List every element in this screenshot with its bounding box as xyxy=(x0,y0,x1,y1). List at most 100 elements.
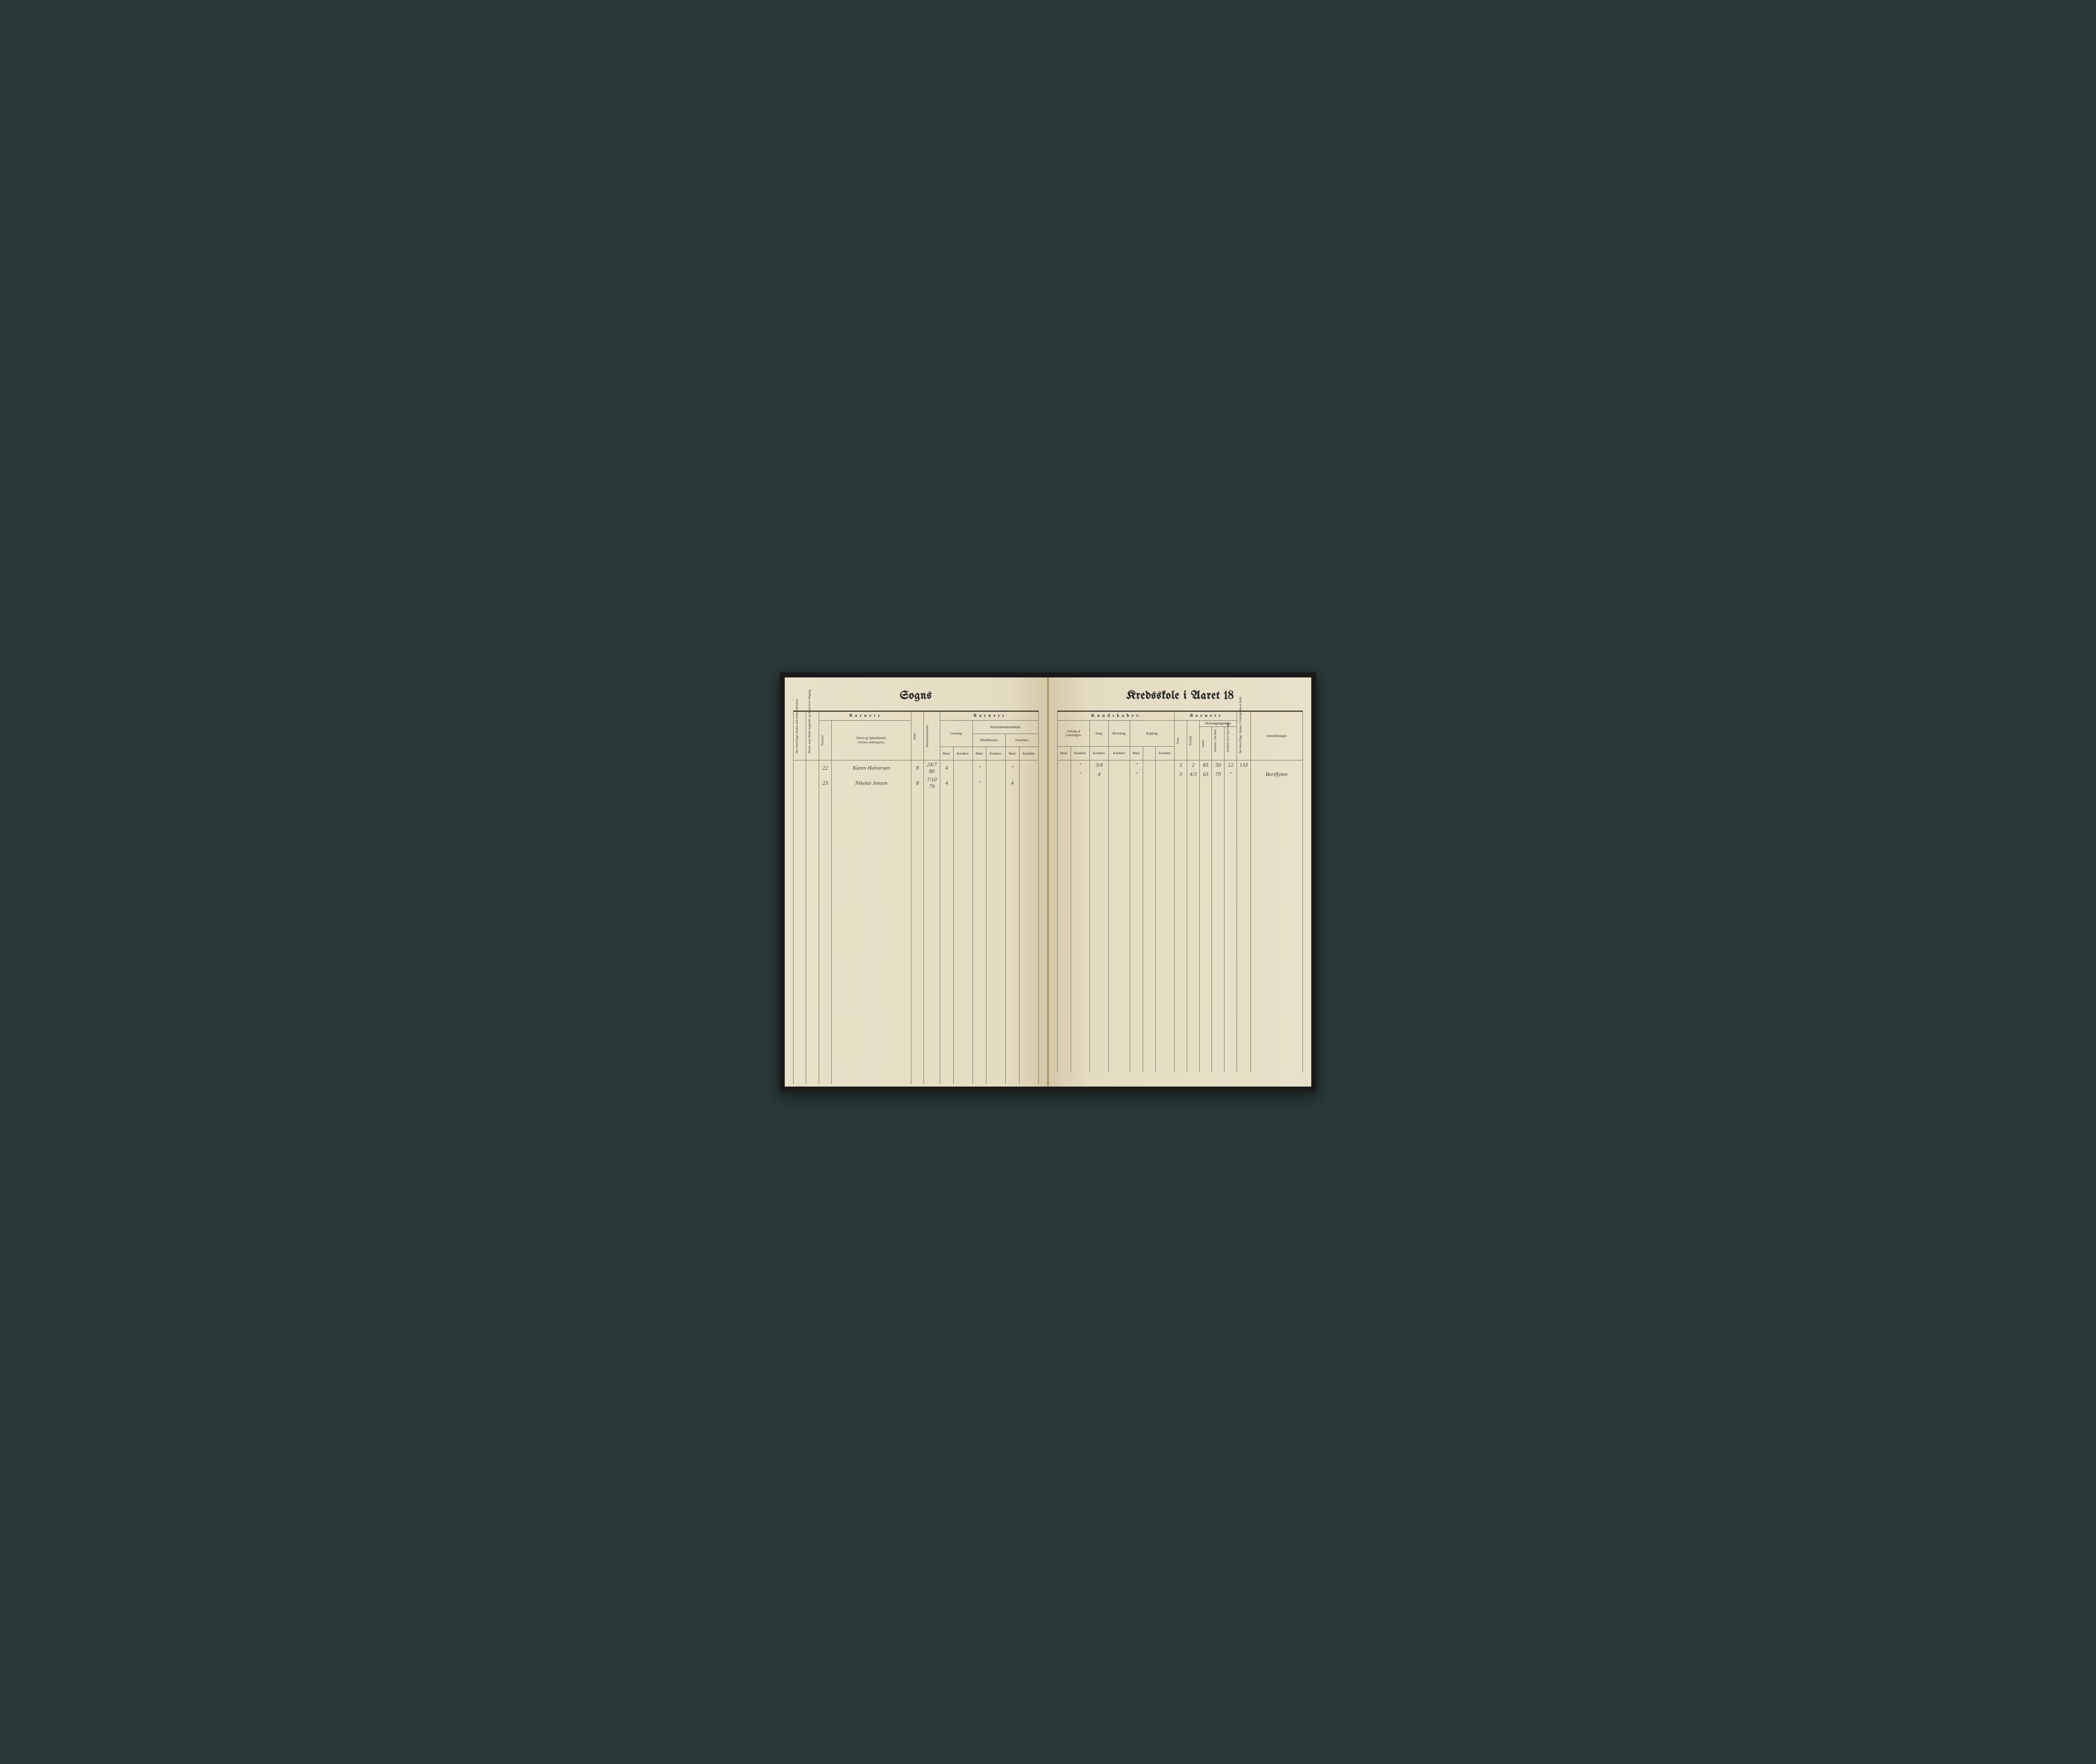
left-table-body: 22 Karen Halversen 8 24/7 80 4 " " 23 Ni… xyxy=(794,760,1039,1084)
sub-regning: Regning. xyxy=(1130,721,1175,747)
group-barnets-r: B a r n e t s xyxy=(1175,711,1237,721)
table-row: 23 Nikolai Jensen 8 7/10 79 4 " 4 xyxy=(794,776,1039,791)
cell-sang-kar: 3/4 xyxy=(1090,760,1108,770)
group-kristendom: Kristendomskundskab. xyxy=(973,721,1038,734)
col-bibel-kar: Karakter. xyxy=(986,747,1006,760)
cell-bibel-maal: " xyxy=(973,760,986,776)
cell-evne: 3 xyxy=(1175,770,1187,779)
col-indtraed: Indtrædelsesdatum. xyxy=(925,717,929,755)
cell-udv-maal xyxy=(1058,770,1071,779)
cell-laes-kar xyxy=(953,776,973,791)
table-row: 22 Karen Halversen 8 24/7 80 4 " " xyxy=(794,760,1039,776)
group-barnets-1: B a r n e t s xyxy=(819,711,911,721)
cell-skriv-kar xyxy=(1109,760,1130,770)
col-modte: mødte. xyxy=(1201,733,1205,754)
group-barnets-2: B a r n e t s xyxy=(940,711,1038,721)
cell-forhold: 4/3 xyxy=(1187,770,1199,779)
cell-antal-dage xyxy=(1237,770,1250,779)
col-troes-maal: Maal. xyxy=(1006,747,1019,760)
right-page: Kredsskole i Aaret 18 K u n d s k a b e … xyxy=(1048,677,1311,1087)
cell-regn-maal: " xyxy=(1130,770,1143,779)
left-ledger-table: Det Antal Dage, Skolen skal holdes i Kre… xyxy=(793,711,1039,1084)
cell-udv-kar: " xyxy=(1071,770,1090,779)
col-forhold: Forhold. xyxy=(1188,721,1193,759)
sub-sang: Sang. xyxy=(1090,721,1108,747)
sub-troeslaere: Troeslære. xyxy=(1006,734,1039,747)
sub-udvalg: Udvalg af Læsebogen. xyxy=(1058,721,1090,747)
cell-udv-maal xyxy=(1058,760,1071,770)
cell-alder: 8 xyxy=(911,776,924,791)
cell-troes-maal: " xyxy=(1006,760,1019,776)
col-antal-dage: Det Antal Dage, Skolen skal holdes i Kre… xyxy=(795,717,799,755)
cell-regn-kar xyxy=(1155,770,1174,779)
col-navn: Navn og Opholdssted. xyxy=(856,736,886,740)
cell-sang-kar: 4 xyxy=(1090,770,1108,779)
cell-troes-kar xyxy=(1019,760,1038,776)
cell-bibel-maal: " xyxy=(973,776,986,791)
cell-alder: 8 xyxy=(911,760,924,776)
cell-laes-kar xyxy=(953,760,973,776)
cell-fors-uden: 50 xyxy=(1212,760,1224,770)
cell-evne: 3 xyxy=(1175,760,1187,770)
col-nummer: Nummer. xyxy=(820,721,825,759)
cell-skriv-kar xyxy=(1109,770,1130,779)
cell-antal-dage: 133 xyxy=(1237,760,1250,770)
col-udv-kar: Karakter. xyxy=(1071,746,1090,760)
cell-nummer: 23 xyxy=(819,776,831,791)
cell-udv-kar: " xyxy=(1071,760,1090,770)
col-skriv-kar: Karakter. xyxy=(1109,746,1130,760)
cell-laes-maal: 4 xyxy=(940,776,953,791)
left-page-title: Sogns xyxy=(793,690,1039,702)
cell-navn: Karen Halversen xyxy=(832,760,911,776)
cell-fors-uden: 70 xyxy=(1212,770,1224,779)
empty-rows xyxy=(1058,779,1303,1072)
right-ledger-table: K u n d s k a b e r. B a r n e t s Det A… xyxy=(1057,711,1303,1072)
cell-regn-maal: " xyxy=(1130,760,1143,770)
col-alder: Alder. xyxy=(913,717,917,755)
col-bibel-maal: Maal. xyxy=(973,747,986,760)
col-fors-lovlig: forsømte af lovlig Grund. xyxy=(1226,733,1230,754)
cell-troes-maal: 4 xyxy=(1006,776,1019,791)
right-table-body: " 3/4 " 3 2 83 50 12 133 " xyxy=(1058,760,1303,1072)
cell-anmaerk: Bortflyttet xyxy=(1250,770,1302,779)
col-laes-kar: Karakter. xyxy=(953,747,973,760)
col-laes-maal: Maal. xyxy=(940,747,953,760)
cell-fors-lovlig: 12 xyxy=(1224,760,1237,770)
right-page-title: Kredsskole i Aaret 18 xyxy=(1057,690,1303,702)
col-navn-sub: (Anføres afdelingsvis). xyxy=(858,741,885,744)
cell-modte: 63 xyxy=(1199,770,1212,779)
col-sang-kar: Karakter. xyxy=(1090,746,1108,760)
cell-regn-kar xyxy=(1155,760,1174,770)
left-table-header: Det Antal Dage, Skolen skal holdes i Kre… xyxy=(794,711,1039,760)
col-troes-kar: Karakter. xyxy=(1019,747,1038,760)
col-datum: Datum, naar Skolen begynder og slutter h… xyxy=(807,717,812,755)
col-evne: Evne. xyxy=(1176,721,1180,759)
cell-indtraed: 24/7 80 xyxy=(924,760,940,776)
ledger-book: Sogns Det Antal Dage, Skolen skal holdes… xyxy=(780,672,1316,1092)
cell-bibel-kar xyxy=(986,776,1006,791)
cell-troes-kar xyxy=(1019,776,1038,791)
cell-laes-maal: 4 xyxy=(940,760,953,776)
cell-indtraed: 7/10 79 xyxy=(924,776,940,791)
group-skolesogning: Skolesøgningsdage. xyxy=(1199,721,1237,727)
cell-navn: Nikolai Jensen xyxy=(832,776,911,791)
empty-rows xyxy=(794,791,1039,1084)
cell-anmaerk xyxy=(1250,760,1302,770)
cell-bibel-kar xyxy=(986,760,1006,776)
cell-modte: 83 xyxy=(1199,760,1212,770)
cell-nummer: 22 xyxy=(819,760,831,776)
table-row: " 4 " 3 4/3 63 70 " Bortflyttet xyxy=(1058,770,1303,779)
group-laesning: Læsning. xyxy=(940,721,973,747)
right-table-header: K u n d s k a b e r. B a r n e t s Det A… xyxy=(1058,711,1303,760)
col-regn-maal: Maal. xyxy=(1130,746,1143,760)
sub-skrivning: Skrivning. xyxy=(1109,721,1130,747)
col-regn-kar: Karakter. xyxy=(1155,746,1174,760)
col-udv-maal: Maal. xyxy=(1058,746,1071,760)
group-kundskaber: K u n d s k a b e r. xyxy=(1058,711,1175,721)
cell-forhold: 2 xyxy=(1187,760,1199,770)
col-antal-dage-r: Det Antal Dage, Skolen i Virkeligheden e… xyxy=(1238,717,1243,755)
table-row: " 3/4 " 3 2 83 50 12 133 xyxy=(1058,760,1303,770)
left-page: Sogns Det Antal Dage, Skolen skal holdes… xyxy=(785,677,1048,1087)
sub-bibelhistorie: Bibelhistorie. xyxy=(973,734,1005,747)
col-fors-uden: forsømte i det Hele. xyxy=(1213,733,1217,754)
